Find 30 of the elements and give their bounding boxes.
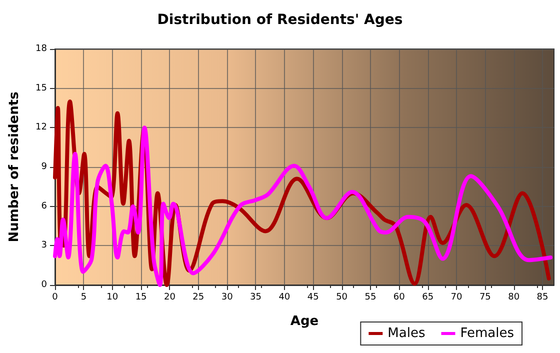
chart-title: Distribution of Residents' Ages [157, 12, 403, 28]
y-axis-title: Number of residents [7, 91, 22, 242]
y-tick-label: 6 [41, 201, 48, 212]
x-tick-label: 20 [164, 292, 176, 302]
x-tick-label: 45 [307, 292, 319, 302]
y-tick-label: 15 [36, 83, 47, 94]
y-tick-label: 12 [36, 122, 47, 133]
x-tick-label: 25 [192, 292, 204, 302]
x-tick-label: 40 [278, 292, 290, 302]
x-tick-label: 35 [250, 292, 262, 302]
x-tick-label: 65 [422, 292, 434, 302]
x-tick-label: 50 [336, 292, 348, 302]
y-tick-label: 3 [41, 240, 47, 251]
x-axis-title: Age [290, 314, 319, 329]
y-tick-label: 18 [36, 44, 48, 54]
legend-label: Males [388, 326, 426, 341]
x-tick-label: 80 [508, 292, 520, 302]
x-tick-label: 75 [479, 292, 491, 302]
x-tick-label: 10 [106, 292, 118, 302]
legend-label: Females [460, 326, 514, 341]
x-tick-label: 55 [364, 292, 376, 302]
x-tick-label: 85 [536, 292, 548, 302]
x-tick-label: 5 [80, 292, 87, 302]
y-tick-label: 0 [41, 280, 48, 290]
x-tick-label: 30 [221, 292, 234, 302]
x-tick-label: 0 [52, 292, 58, 302]
y-tick-label: 9 [41, 162, 48, 172]
x-tick-label: 15 [135, 292, 147, 302]
x-tick-label: 70 [450, 292, 462, 302]
x-tick-label: 60 [393, 292, 406, 302]
